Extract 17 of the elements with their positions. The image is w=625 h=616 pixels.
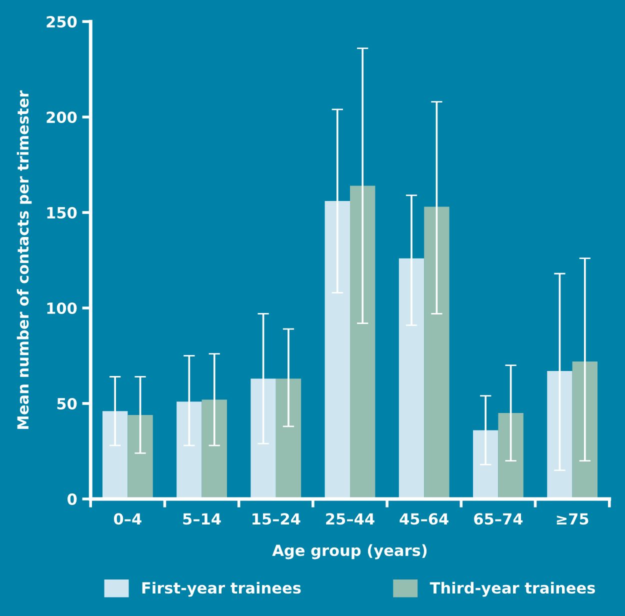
legend-label: Third-year trainees bbox=[430, 582, 595, 597]
x-tick-label: 5–14 bbox=[183, 513, 221, 525]
legend-label: First-year trainees bbox=[142, 582, 301, 597]
y-axis-title: Mean number of contacts per trimester bbox=[16, 90, 32, 429]
y-tick-label: 0 bbox=[68, 493, 77, 505]
x-tick-label: 25–44 bbox=[326, 513, 374, 525]
y-tick-label: 200 bbox=[46, 112, 77, 124]
x-tick-label: 0–4 bbox=[114, 513, 142, 525]
x-tick-label: ≥75 bbox=[556, 513, 588, 525]
y-tick-label: 250 bbox=[46, 16, 77, 28]
x-axis-title: Age group (years) bbox=[272, 544, 427, 560]
y-tick-label: 50 bbox=[57, 398, 77, 410]
x-tick-label: 45–64 bbox=[400, 513, 448, 525]
y-tick-label: 100 bbox=[47, 302, 77, 314]
x-tick-label: 65–74 bbox=[474, 513, 523, 525]
y-tick-label: 150 bbox=[47, 206, 77, 219]
x-tick-label: 15–24 bbox=[252, 513, 300, 525]
